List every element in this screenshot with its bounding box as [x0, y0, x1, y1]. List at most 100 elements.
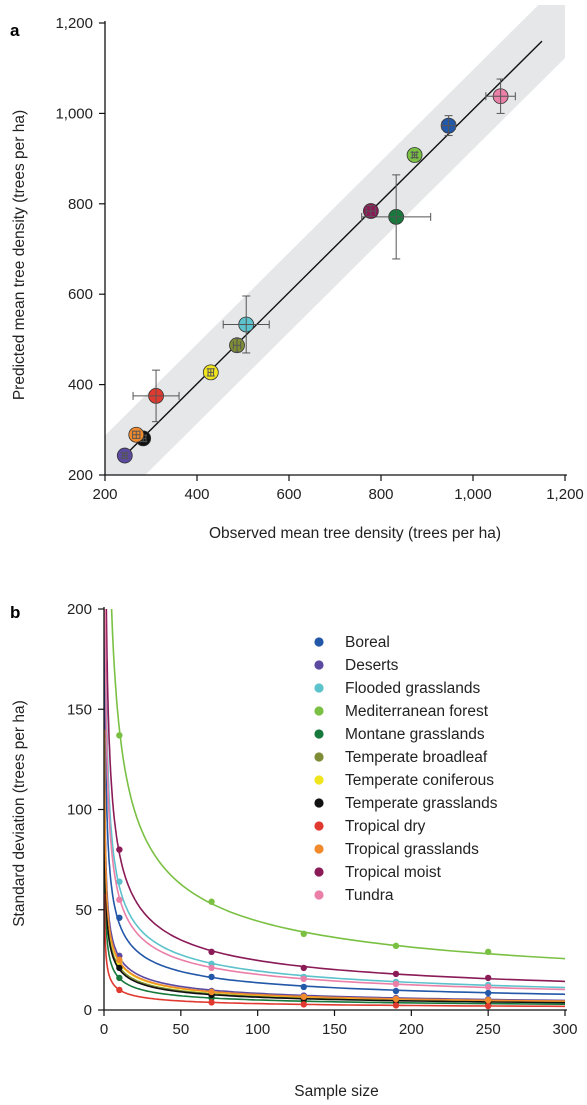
panel-b-y-axis-label: Standard deviation (trees per ha) [11, 700, 28, 927]
y-tick-label: 400 [68, 377, 93, 394]
x-tick-label: 1,000 [454, 486, 492, 503]
series-point [484, 974, 492, 982]
legend-label: Boreal [345, 634, 390, 651]
series-point [208, 988, 215, 996]
series-point [208, 973, 215, 981]
y-tick-label: 50 [75, 902, 92, 919]
legend-marker [314, 637, 324, 647]
panel-a-x-axis-label: Observed mean tree density (trees per ha… [209, 525, 501, 542]
series-line [104, 609, 566, 989]
x-tick-label: 250 [476, 1021, 501, 1038]
panel-a-axes: 200 400 600 800 1,000 1,200 200 400 600 800 1,000 1… [55, 15, 583, 503]
series-line [105, 609, 566, 983]
fit-line-path [122, 40, 543, 458]
sd-curves [104, 609, 566, 1010]
series-point [392, 987, 400, 995]
series-point [300, 930, 307, 938]
legend-label: Deserts [345, 657, 399, 674]
x-tick-label: 200 [399, 1021, 424, 1038]
x-tick-label: 800 [368, 486, 393, 503]
series-point [392, 980, 400, 988]
series-point [116, 956, 123, 964]
point-temperate-coniferous [202, 364, 219, 381]
legend-label: Tundra [345, 887, 394, 904]
legend-marker [314, 867, 324, 877]
confidence-band-area [105, 5, 565, 475]
series-point [208, 999, 215, 1006]
legend-item-deserts: Deserts [314, 657, 399, 674]
series-point [116, 914, 123, 921]
point-deserts [116, 447, 133, 464]
y-tick-label: 600 [68, 286, 93, 303]
legend-marker [314, 844, 324, 854]
series-point [300, 964, 307, 972]
series-point [116, 896, 123, 903]
series-point [208, 948, 215, 956]
y-tick-label: 1,200 [55, 15, 93, 32]
point-tundra [485, 78, 516, 114]
point-tropical-grasslands [128, 426, 145, 443]
series-tropical-grasslands [104, 729, 565, 1004]
legend-label: Flooded grasslands [345, 680, 481, 697]
series-point [300, 983, 307, 991]
panel-b-axes: 0 50 100 150 200 250 300 0 50 100 150 200 [67, 601, 578, 1038]
legend-item-flooded-grasslands: Flooded grasslands [314, 680, 481, 697]
x-tick-label: 400 [184, 486, 209, 503]
legend-marker [314, 706, 324, 716]
series-point [116, 986, 123, 994]
series-line [104, 609, 566, 991]
series-point [392, 942, 400, 950]
series-point [484, 996, 492, 1004]
series-line [104, 609, 566, 996]
series-point [300, 1001, 307, 1008]
panel-a-scatter: a 200 400 600 800 1,000 1,200 200 400 600 800 1,00… [10, 5, 584, 542]
panel-a-letter: a [10, 21, 20, 40]
legend-item-temperate-broadleaf: Temperate broadleaf [314, 749, 488, 766]
series-tropical-dry [104, 893, 565, 1010]
series-mediterranean-forest [110, 609, 566, 960]
legend-label: Temperate broadleaf [345, 749, 488, 766]
y-tick-label: 0 [84, 1002, 92, 1019]
series-point [392, 970, 400, 978]
legend-marker [314, 890, 324, 900]
x-tick-label: 50 [172, 1021, 189, 1038]
series-point [116, 878, 123, 885]
x-tick-label: 150 [322, 1021, 347, 1038]
x-tick-label: 200 [92, 486, 117, 503]
y-tick-label: 800 [68, 196, 93, 213]
x-tick-label: 300 [552, 1021, 577, 1038]
series-line [110, 609, 566, 960]
series-point [116, 846, 123, 853]
point-mediterranean-forest [406, 147, 423, 163]
legend-label: Temperate coniferous [345, 772, 494, 789]
series-line [104, 706, 565, 1002]
series-temperate-coniferous [104, 737, 566, 1004]
series-boreal [104, 609, 566, 997]
series-point [208, 964, 215, 972]
legend-marker [314, 660, 324, 670]
series-point [484, 983, 492, 991]
series-tundra [104, 609, 566, 991]
x-tick-label: 1,200 [546, 486, 584, 503]
legend-marker [314, 775, 324, 785]
x-tick-label: 0 [100, 1021, 108, 1038]
series-point [392, 995, 400, 1003]
legend: Boreal Deserts Flooded grasslands Mediterra… [314, 634, 498, 904]
legend-item-mediterranean-forest: Mediterranean forest [314, 703, 489, 720]
series-point [116, 964, 123, 972]
series-point [484, 989, 492, 997]
legend-item-tropical-dry: Tropical dry [314, 818, 426, 835]
panel-b-x-axis-label: Sample size [294, 1083, 378, 1100]
panel-b-letter: b [10, 603, 20, 622]
series-montane-grasslands [104, 826, 565, 1007]
series-point [300, 975, 307, 983]
y-tick-label: 200 [67, 601, 92, 618]
legend-item-boreal: Boreal [314, 634, 390, 651]
legend-marker [314, 752, 324, 762]
legend-item-tropical-grasslands: Tropical grasslands [314, 841, 479, 858]
panel-a-y-axis-label: Predicted mean tree density (trees per h… [11, 110, 28, 400]
legend-label: Tropical dry [345, 818, 426, 835]
series-point [484, 1002, 492, 1010]
legend-label: Mediterranean forest [345, 703, 489, 720]
